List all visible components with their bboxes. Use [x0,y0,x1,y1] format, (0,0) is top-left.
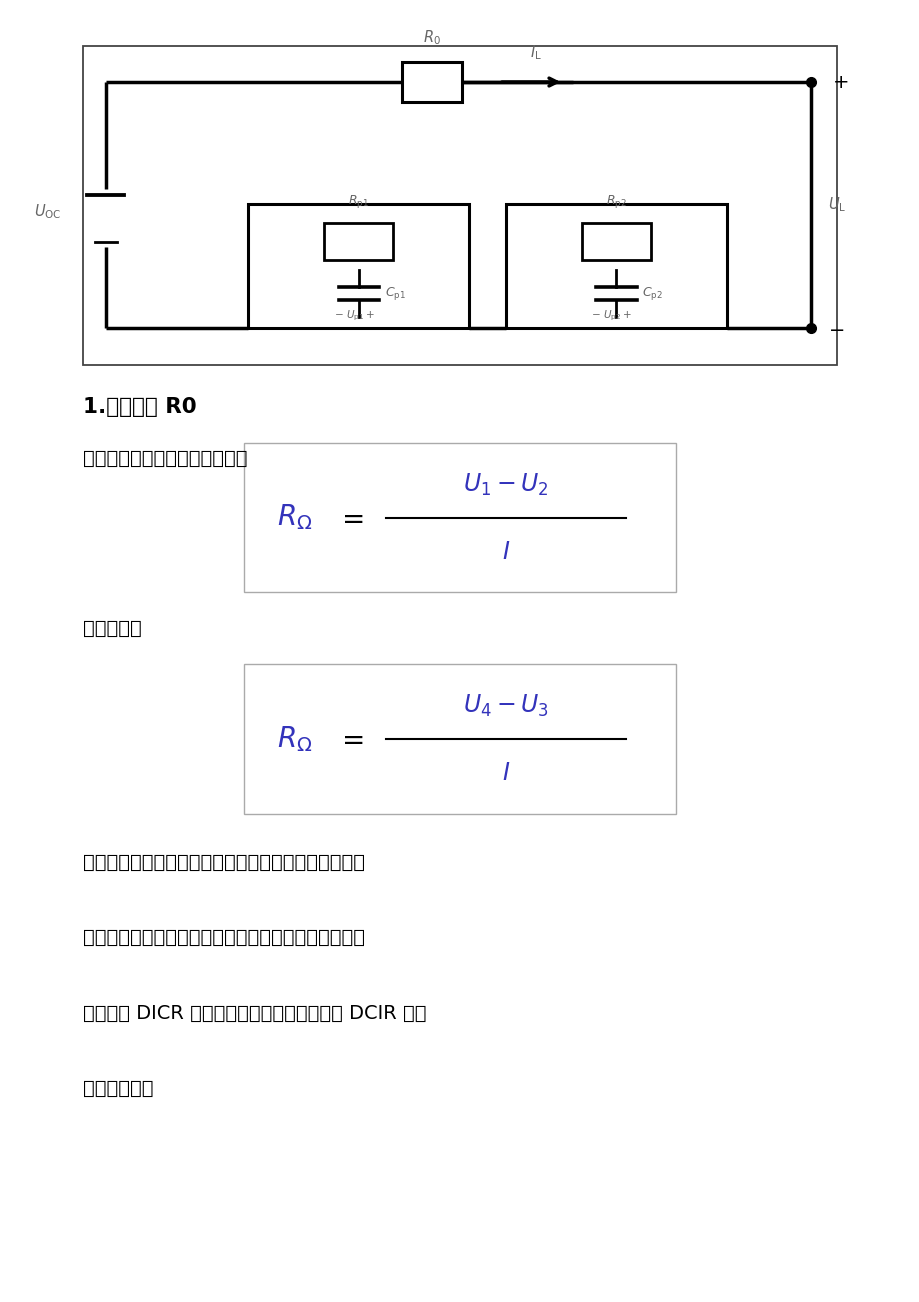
Text: $R_0$: $R_0$ [423,29,441,47]
Text: $=$: $=$ [335,725,363,753]
Text: $-\ U_{\rm p2}+$: $-\ U_{\rm p2}+$ [591,309,631,323]
Text: $+$: $+$ [831,73,847,91]
Text: $R_{\rm p2}$: $R_{\rm p2}$ [606,193,626,210]
Text: $I_{\rm L}$: $I_{\rm L}$ [529,44,541,62]
Text: $=$: $=$ [335,504,363,531]
Text: $-\ U_{\rm p1}+$: $-\ U_{\rm p1}+$ [334,309,374,323]
Text: $U_{\rm L}$: $U_{\rm L}$ [827,195,845,215]
Text: $I$: $I$ [501,540,510,564]
Bar [83,46,836,365]
Bar [324,223,393,260]
Text: $U_{\rm OC}$: $U_{\rm OC}$ [34,202,62,221]
Text: $R_{\rm p1}$: $R_{\rm p1}$ [348,193,369,210]
Text: $R_\Omega$: $R_\Omega$ [277,724,312,754]
Bar [403,62,461,102]
Text: $C_{\rm p1}$: $C_{\rm p1}$ [384,285,405,302]
Text: $I$: $I$ [501,762,510,785]
Bar [248,204,469,328]
Text: 1.直流内阻 R0: 1.直流内阻 R0 [83,397,197,417]
Bar [244,664,675,814]
Text: 也可以是：: 也可以是： [83,618,142,638]
Text: 考虑到测试存在误差，可以取两者的均值。充电方向的: 考虑到测试存在误差，可以取两者的均值。充电方向的 [83,853,365,872]
Text: 上的四条 DICR 曲线，总得来看全程放电方向 DCIR 不小: 上的四条 DICR 曲线，总得来看全程放电方向 DCIR 不小 [83,1004,425,1023]
Bar [244,443,675,592]
Text: 放电方向的直流内阻既可以是：: 放电方向的直流内阻既可以是： [83,449,247,469]
Text: $R_\Omega$: $R_\Omega$ [277,503,312,533]
Text: $U_1 - U_2$: $U_1 - U_2$ [462,471,549,497]
Text: 直流内阻计算也是同理。根据计算得到如下充放电方向: 直流内阻计算也是同理。根据计算得到如下充放电方向 [83,928,365,948]
Bar [505,204,726,328]
Bar [581,223,651,260]
Text: 于充电方向。: 于充电方向。 [83,1079,153,1099]
Text: $-$: $-$ [827,319,844,337]
Text: $C_{\rm p2}$: $C_{\rm p2}$ [641,285,663,302]
Text: $U_4 - U_3$: $U_4 - U_3$ [462,693,549,719]
